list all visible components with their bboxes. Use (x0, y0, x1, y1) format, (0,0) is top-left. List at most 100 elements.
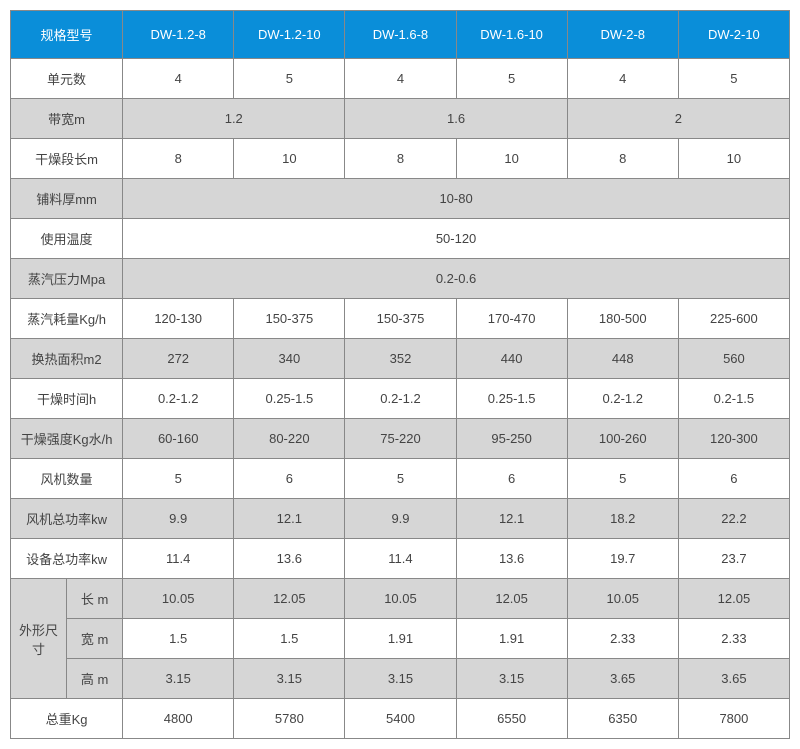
cell: 4800 (123, 699, 234, 739)
row-label: 铺料厚mm (11, 179, 123, 219)
cell: 0.2-1.5 (678, 379, 789, 419)
row-label: 使用温度 (11, 219, 123, 259)
cell: 22.2 (678, 499, 789, 539)
cell: 12.05 (234, 579, 345, 619)
cell: 170-470 (456, 299, 567, 339)
row-label: 蒸汽压力Mpa (11, 259, 123, 299)
cell: 13.6 (234, 539, 345, 579)
cell: 340 (234, 339, 345, 379)
cell: 6 (234, 459, 345, 499)
table-row: 风机数量 5 6 5 6 5 6 (11, 459, 790, 499)
row-label: 设备总功率kw (11, 539, 123, 579)
cell: 6350 (567, 699, 678, 739)
col-header-1: DW-1.2-10 (234, 11, 345, 59)
cell: 4 (123, 59, 234, 99)
table-row-dim: 高 m 3.15 3.15 3.15 3.15 3.65 3.65 (11, 659, 790, 699)
cell: 5 (567, 459, 678, 499)
cell: 9.9 (123, 499, 234, 539)
cell: 120-300 (678, 419, 789, 459)
cell: 3.65 (567, 659, 678, 699)
col-header-5: DW-2-10 (678, 11, 789, 59)
cell: 352 (345, 339, 456, 379)
cell: 6 (456, 459, 567, 499)
cell: 75-220 (345, 419, 456, 459)
cell: 23.7 (678, 539, 789, 579)
cell: 180-500 (567, 299, 678, 339)
cell: 60-160 (123, 419, 234, 459)
cell: 448 (567, 339, 678, 379)
row-label: 风机总功率kw (11, 499, 123, 539)
cell: 1.91 (456, 619, 567, 659)
cell: 3.65 (678, 659, 789, 699)
cell: 2 (567, 99, 789, 139)
row-label: 风机数量 (11, 459, 123, 499)
cell: 5 (234, 59, 345, 99)
cell: 5780 (234, 699, 345, 739)
cell: 5400 (345, 699, 456, 739)
table-row: 蒸汽耗量Kg/h 120-130 150-375 150-375 170-470… (11, 299, 790, 339)
cell: 1.5 (234, 619, 345, 659)
cell: 3.15 (234, 659, 345, 699)
table-row: 带宽m 1.2 1.6 2 (11, 99, 790, 139)
cell: 0.25-1.5 (456, 379, 567, 419)
dim-sub-label: 高 m (67, 659, 123, 699)
row-label: 蒸汽耗量Kg/h (11, 299, 123, 339)
col-header-3: DW-1.6-10 (456, 11, 567, 59)
table-row: 干燥时间h 0.2-1.2 0.25-1.5 0.2-1.2 0.25-1.5 … (11, 379, 790, 419)
cell: 2.33 (567, 619, 678, 659)
cell: 5 (123, 459, 234, 499)
dim-sub-label: 长 m (67, 579, 123, 619)
cell: 10.05 (345, 579, 456, 619)
cell: 11.4 (345, 539, 456, 579)
cell: 2.33 (678, 619, 789, 659)
row-label: 干燥强度Kg水/h (11, 419, 123, 459)
cell: 0.25-1.5 (234, 379, 345, 419)
cell: 12.1 (234, 499, 345, 539)
cell: 0.2-0.6 (123, 259, 790, 299)
cell: 5 (456, 59, 567, 99)
cell: 1.6 (345, 99, 567, 139)
cell: 100-260 (567, 419, 678, 459)
spec-table: 规格型号 DW-1.2-8 DW-1.2-10 DW-1.6-8 DW-1.6-… (10, 10, 790, 739)
cell: 50-120 (123, 219, 790, 259)
cell: 5 (345, 459, 456, 499)
table-row: 换热面积m2 272 340 352 440 448 560 (11, 339, 790, 379)
table-row: 蒸汽压力Mpa 0.2-0.6 (11, 259, 790, 299)
cell: 1.2 (123, 99, 345, 139)
cell: 440 (456, 339, 567, 379)
dim-group-label: 外形尺寸 (11, 579, 67, 699)
cell: 8 (345, 139, 456, 179)
table-row-dim: 外形尺寸 长 m 10.05 12.05 10.05 12.05 10.05 1… (11, 579, 790, 619)
cell: 7800 (678, 699, 789, 739)
table-row: 设备总功率kw 11.4 13.6 11.4 13.6 19.7 23.7 (11, 539, 790, 579)
cell: 10 (456, 139, 567, 179)
row-label: 总重Kg (11, 699, 123, 739)
dim-sub-label: 宽 m (67, 619, 123, 659)
cell: 4 (345, 59, 456, 99)
cell: 9.9 (345, 499, 456, 539)
cell: 8 (123, 139, 234, 179)
cell: 12.05 (456, 579, 567, 619)
cell: 4 (567, 59, 678, 99)
cell: 13.6 (456, 539, 567, 579)
cell: 560 (678, 339, 789, 379)
row-label: 换热面积m2 (11, 339, 123, 379)
cell: 3.15 (456, 659, 567, 699)
cell: 0.2-1.2 (345, 379, 456, 419)
cell: 150-375 (234, 299, 345, 339)
cell: 0.2-1.2 (123, 379, 234, 419)
cell: 150-375 (345, 299, 456, 339)
cell: 12.05 (678, 579, 789, 619)
table-row: 使用温度 50-120 (11, 219, 790, 259)
cell: 272 (123, 339, 234, 379)
cell: 10-80 (123, 179, 790, 219)
row-label: 干燥段长m (11, 139, 123, 179)
cell: 12.1 (456, 499, 567, 539)
row-label: 干燥时间h (11, 379, 123, 419)
cell: 6550 (456, 699, 567, 739)
table-row: 铺料厚mm 10-80 (11, 179, 790, 219)
cell: 225-600 (678, 299, 789, 339)
table-row: 总重Kg 4800 5780 5400 6550 6350 7800 (11, 699, 790, 739)
cell: 5 (678, 59, 789, 99)
cell: 120-130 (123, 299, 234, 339)
